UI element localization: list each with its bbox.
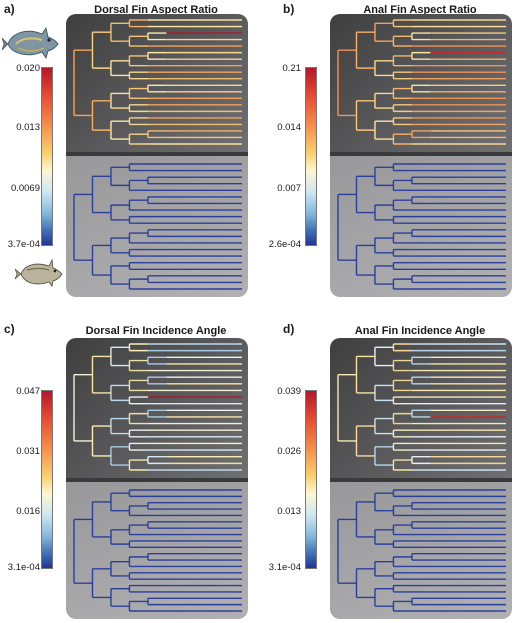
colorbar-d <box>305 390 317 569</box>
colorbar-c-tick-3: 3.1e-04 <box>7 562 40 573</box>
panel-b-letter: b) <box>283 2 295 16</box>
colorbar-c <box>41 390 53 569</box>
colorbar-c-tick-0: 0.047 <box>16 386 40 397</box>
triggerfish-icon-top <box>2 26 59 59</box>
tree-svg-a <box>73 19 242 290</box>
panel-a-letter: a) <box>4 2 15 16</box>
tree-svg-d <box>337 343 506 612</box>
panel-c-letter: c) <box>4 322 15 336</box>
panel-a-tree <box>66 14 248 297</box>
panel-d-title: Anal Fin Incidence Angle <box>354 325 486 337</box>
triggerfish-icon-bottom <box>15 258 63 287</box>
tree-svg-b <box>337 19 506 290</box>
panel-a-title: Dorsal Fin Aspect Ratio <box>94 4 218 16</box>
colorbar-a-tick-2: 0.0069 <box>10 183 40 194</box>
colorbar-b <box>305 67 317 246</box>
colorbar-a-tick-0: 0.020 <box>16 63 40 74</box>
colorbar-d-tick-1: 0.026 <box>277 446 301 457</box>
panel-c-title: Dorsal Fin Incidence Angle <box>85 325 227 337</box>
colorbar-d-tick-2: 0.013 <box>277 506 301 517</box>
colorbar-a-tick-3: 3.7e-04 <box>7 239 40 250</box>
colorbar-a <box>41 67 53 246</box>
tree-svg-c <box>73 343 242 612</box>
panel-b-tree <box>330 14 512 297</box>
colorbar-b-tick-3: 2.6e-04 <box>268 239 301 250</box>
colorbar-b-tick-0: 0.21 <box>282 63 302 74</box>
colorbar-d-tick-3: 3.1e-04 <box>268 562 301 573</box>
panel-b-title: Anal Fin Aspect Ratio <box>363 4 477 16</box>
colorbar-c-tick-2: 0.016 <box>16 506 40 517</box>
colorbar-c-tick-1: 0.031 <box>16 446 40 457</box>
colorbar-d-tick-0: 0.039 <box>277 386 301 397</box>
panel-d-letter: d) <box>283 322 295 336</box>
panel-c-tree <box>66 338 248 619</box>
panel-d-tree <box>330 338 512 619</box>
colorbar-a-tick-1: 0.013 <box>16 122 40 133</box>
colorbar-b-tick-2: 0.007 <box>277 183 301 194</box>
colorbar-b-tick-1: 0.014 <box>277 122 301 133</box>
